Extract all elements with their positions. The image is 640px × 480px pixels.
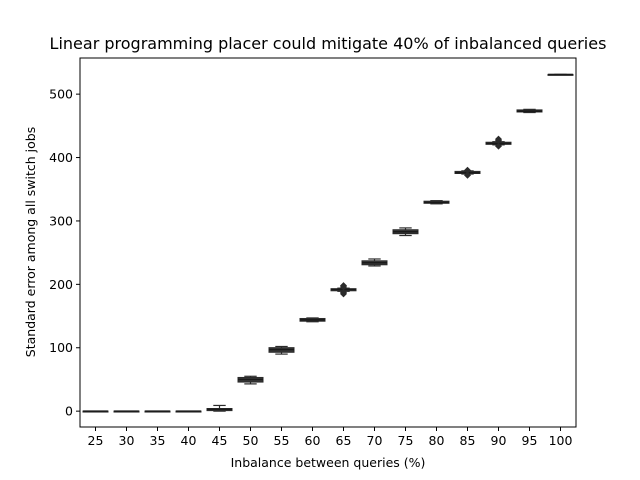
box-group — [268, 345, 295, 355]
outlier-point — [464, 166, 471, 174]
x-tick-label: 100 — [549, 433, 573, 448]
y-tick-label: 300 — [49, 213, 73, 228]
x-tick-label: 95 — [522, 433, 538, 448]
x-tick-label: 75 — [398, 433, 414, 448]
chart-title: Linear programming placer could mitigate… — [50, 34, 607, 53]
box-group — [144, 410, 171, 413]
box-group — [547, 73, 574, 76]
x-tick-label: 90 — [491, 433, 507, 448]
outlier-point — [340, 289, 347, 297]
outlier-point — [464, 171, 471, 179]
box-group — [175, 410, 202, 413]
x-axis: 25 30 35 40 45 50 55 60 65 70 75 80 85 90 95 100 — [88, 427, 573, 448]
x-tick-label: 45 — [212, 433, 228, 448]
box-group — [516, 108, 543, 114]
box-group — [392, 227, 419, 237]
x-tick-label: 55 — [274, 433, 290, 448]
y-tick-label: 200 — [49, 277, 73, 292]
outlier-point — [495, 135, 502, 143]
box-group — [485, 135, 512, 150]
y-tick-label: 100 — [49, 340, 73, 355]
x-axis-label: Inbalance between queries (%) — [231, 455, 426, 470]
box-group — [113, 410, 140, 413]
x-tick-label: 70 — [367, 433, 383, 448]
y-axis: 0 100 200 300 400 500 — [49, 87, 80, 419]
plot-frame — [79, 57, 577, 428]
box-group — [237, 375, 264, 385]
x-tick-label: 30 — [119, 433, 135, 448]
x-tick-label: 65 — [336, 433, 352, 448]
x-tick-label: 85 — [460, 433, 476, 448]
x-tick-label: 80 — [429, 433, 445, 448]
plot-marks — [82, 73, 574, 413]
box-group — [299, 317, 326, 323]
outlier-point — [495, 142, 502, 150]
outlier-point — [340, 282, 347, 290]
x-tick-label: 50 — [243, 433, 259, 448]
x-tick-label: 35 — [150, 433, 166, 448]
y-tick-label: 0 — [65, 404, 73, 419]
x-tick-label: 25 — [88, 433, 104, 448]
box-group — [423, 200, 450, 205]
box-group — [82, 410, 109, 413]
y-tick-label: 500 — [49, 87, 73, 102]
y-axis-label: Standard error among all switch jobs — [23, 127, 38, 357]
box-group — [361, 258, 388, 267]
box-group — [454, 166, 481, 179]
x-tick-label: 60 — [305, 433, 321, 448]
box-group — [330, 282, 357, 298]
y-tick-label: 400 — [49, 150, 73, 165]
x-tick-label: 40 — [181, 433, 197, 448]
box-group — [206, 404, 233, 412]
